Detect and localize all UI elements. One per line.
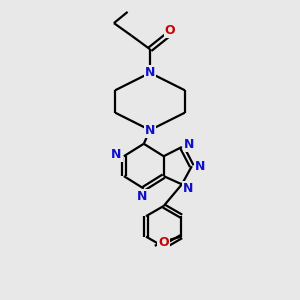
Text: N: N — [195, 160, 206, 173]
Text: N: N — [183, 182, 193, 195]
Text: N: N — [184, 138, 194, 151]
Text: N: N — [145, 124, 155, 136]
Text: O: O — [158, 236, 169, 249]
Text: N: N — [145, 66, 155, 80]
Text: N: N — [111, 148, 122, 161]
Text: O: O — [165, 24, 175, 37]
Text: N: N — [137, 190, 148, 202]
